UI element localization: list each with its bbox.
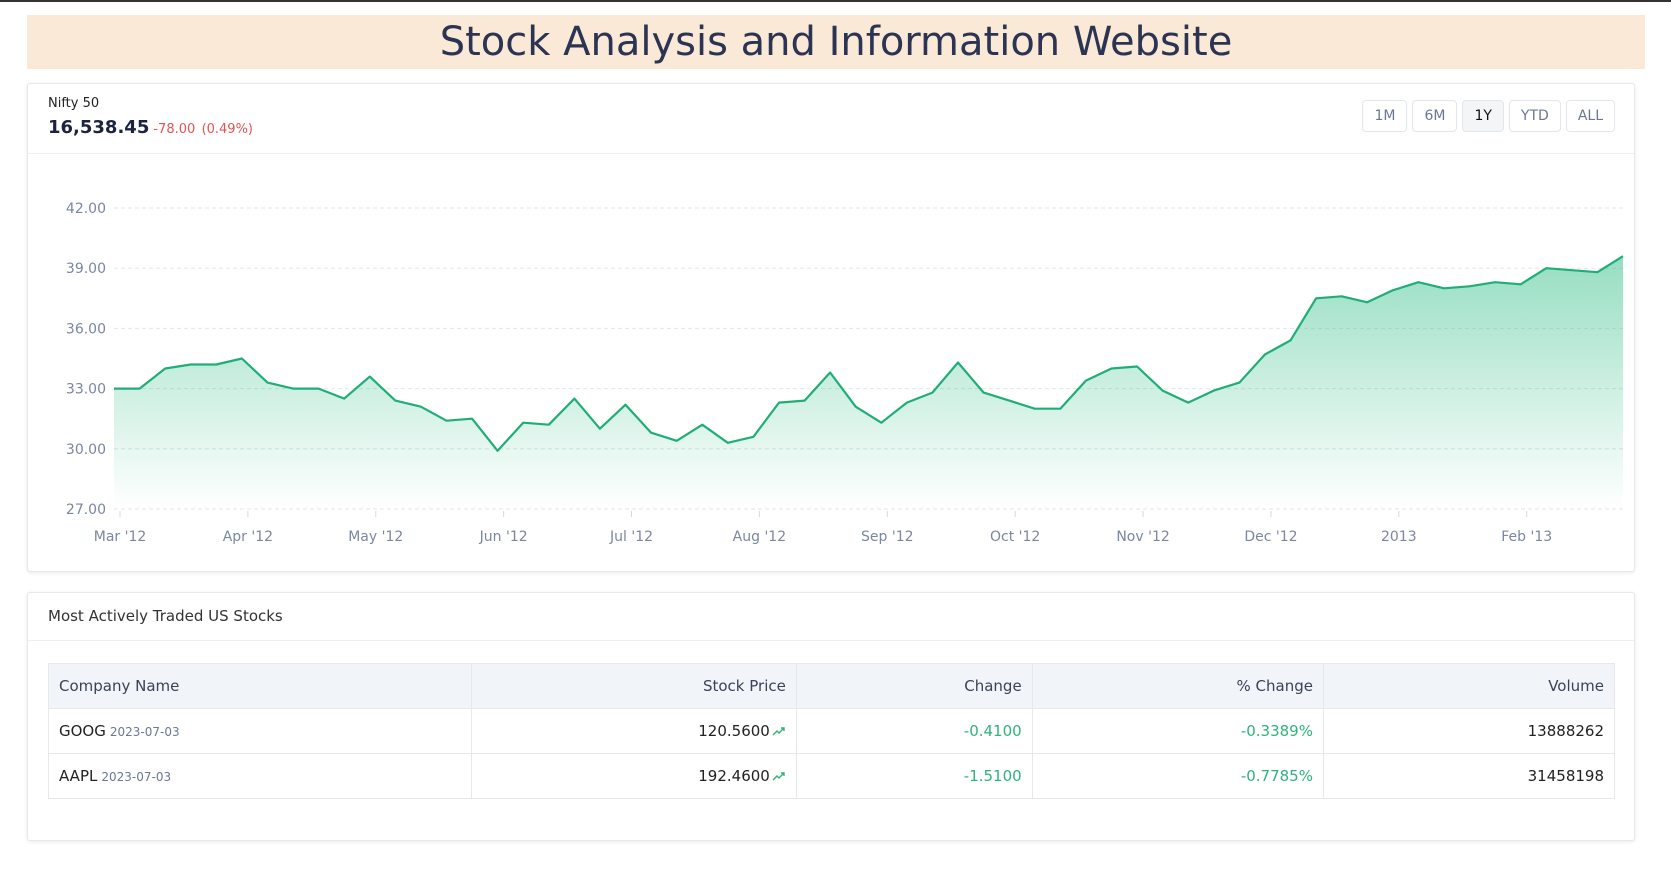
percent-change-cell: -0.3389% (1031, 708, 1324, 754)
y-tick-label: 42.00 (66, 201, 106, 217)
y-tick-label: 27.00 (66, 502, 106, 518)
column-header: Change (795, 663, 1033, 709)
trend-arrow (772, 727, 785, 736)
chart-card: Nifty 50 16,538.45 -78.00 (0.49%) 1M 6M 1Y Y… (27, 83, 1635, 572)
price-cell: 192.4600 (471, 753, 797, 799)
volume-cell: 31458198 (1322, 753, 1616, 799)
y-tick-label: 39.00 (66, 261, 106, 277)
index-change-percent: (0.49%) (201, 122, 254, 137)
price-line (114, 255, 1624, 452)
index-price: 16,538.45 (48, 117, 150, 138)
x-tick-label: Dec '12 (1244, 529, 1297, 545)
change-cell: -1.5100 (795, 753, 1033, 799)
table-title: Most Actively Traded US Stocks (28, 593, 1634, 641)
x-tick-label: Nov '12 (1116, 529, 1169, 545)
index-price-row: 16,538.45 -78.00 (0.49%) (48, 117, 253, 138)
y-tick-label: 36.00 (66, 321, 106, 337)
index-name: Nifty 50 (48, 96, 100, 111)
percent-change-cell: -0.7785% (1031, 753, 1324, 799)
trend-arrow (772, 772, 785, 781)
page-title: Stock Analysis and Information Website (439, 19, 1233, 65)
table-row: AAPL 2023-07-03 192.4600 -1.5100 -0.7785% 314… (47, 753, 1616, 799)
range-button[interactable]: 1M (1362, 100, 1408, 132)
x-tick-label: Jul '12 (609, 529, 653, 545)
price-cell: 120.5600 (471, 708, 797, 754)
volume-cell: 13888262 (1322, 708, 1616, 754)
range-button[interactable]: 6M (1412, 100, 1458, 132)
stocks-table: Company Name Stock Price Change% Change Vol… (47, 663, 1616, 799)
x-tick-label: Aug '12 (733, 529, 786, 545)
y-tick-label: 33.00 (66, 382, 106, 398)
area-fill (114, 256, 1623, 509)
range-buttons: 1M 6M 1Y YTD ALL (1362, 100, 1615, 132)
table-card: Most Actively Traded US Stocks Company N… (27, 592, 1635, 841)
ticker: AAPL (59, 767, 98, 785)
column-header: Volume (1322, 663, 1616, 709)
range-button[interactable]: YTD (1508, 100, 1561, 132)
range-button[interactable]: 1Y (1462, 100, 1504, 132)
ticker: GOOG (59, 722, 106, 740)
trade-date: 2023-07-03 (109, 725, 180, 739)
trend-icon (772, 772, 785, 781)
x-tick-label: Mar '12 (94, 529, 147, 545)
x-tick-label: Apr '12 (223, 529, 273, 545)
trade-date: 2023-07-03 (101, 770, 172, 784)
company-cell: AAPL 2023-07-03 (47, 753, 473, 799)
x-tick-label: May '12 (348, 529, 403, 545)
x-tick-label: 2013 (1381, 529, 1417, 545)
stock-price: 192.4600 (698, 767, 770, 785)
column-header: Stock Price (471, 663, 797, 709)
x-tick-label: Oct '12 (990, 529, 1040, 545)
range-button[interactable]: ALL (1565, 100, 1615, 132)
x-tick-label: Sep '12 (861, 529, 914, 545)
y-tick-label: 30.00 (66, 442, 106, 458)
trend-icon (772, 727, 785, 736)
column-header: % Change (1031, 663, 1324, 709)
column-header: Company Name (47, 663, 473, 709)
header-row: Company Name Stock Price Change% Change Vol… (47, 663, 1616, 709)
index-change: -78.00 (153, 122, 196, 137)
table-row: GOOG 2023-07-03 120.5600 -0.4100 -0.3389% 138… (47, 708, 1616, 754)
x-tick-label: Feb '13 (1501, 529, 1552, 545)
company-cell: GOOG 2023-07-03 (47, 708, 473, 754)
chart-card-header: Nifty 50 16,538.45 -78.00 (0.49%) 1M 6M 1Y Y… (28, 84, 1634, 154)
stock-price: 120.5600 (698, 722, 770, 740)
x-tick-label: Jun '12 (479, 529, 528, 545)
chart: 27.00 30.00 33.00 36.00 39.00 42.00 Mar '12 Apr… (66, 201, 1624, 545)
change-cell: -0.4100 (795, 708, 1033, 754)
header-banner: Stock Analysis and Information Website (27, 15, 1645, 69)
